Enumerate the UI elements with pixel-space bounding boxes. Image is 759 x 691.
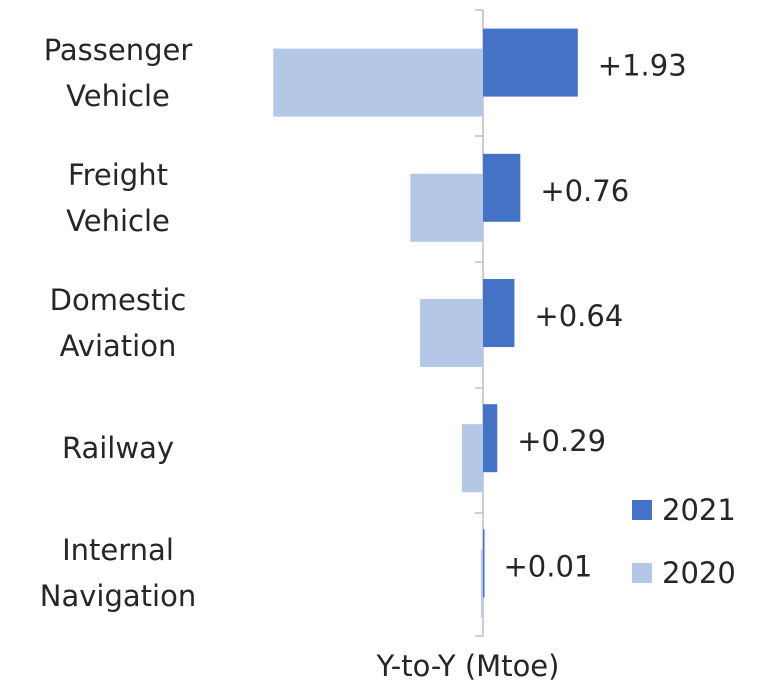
bar bbox=[481, 549, 483, 618]
x-axis-label: Y-to-Y (Mtoe) bbox=[376, 649, 560, 683]
data-label: +0.76 bbox=[540, 174, 629, 208]
legend-label: 2021 bbox=[662, 493, 736, 527]
legend-swatch bbox=[632, 563, 652, 583]
legend-label: 2020 bbox=[662, 556, 736, 590]
bar bbox=[483, 279, 515, 347]
legend-swatch bbox=[632, 500, 652, 520]
category-label: Domestic Aviation bbox=[49, 283, 187, 363]
category-label: Internal Navigation bbox=[39, 533, 197, 614]
data-label: +0.29 bbox=[517, 424, 606, 458]
bar bbox=[410, 173, 483, 242]
category-label: Freight Vehicle bbox=[66, 157, 170, 238]
bar bbox=[461, 424, 483, 493]
data-label: +0.64 bbox=[534, 299, 623, 333]
data-label: +1.93 bbox=[598, 49, 687, 83]
bar bbox=[483, 153, 521, 222]
bar bbox=[273, 48, 483, 117]
category-label: Passenger Vehicle bbox=[43, 32, 193, 113]
bar bbox=[420, 299, 483, 367]
bar bbox=[483, 404, 498, 473]
data-label: +0.01 bbox=[503, 549, 592, 583]
bar bbox=[483, 529, 485, 598]
bar bbox=[483, 28, 578, 97]
category-label: Railway bbox=[61, 431, 175, 466]
